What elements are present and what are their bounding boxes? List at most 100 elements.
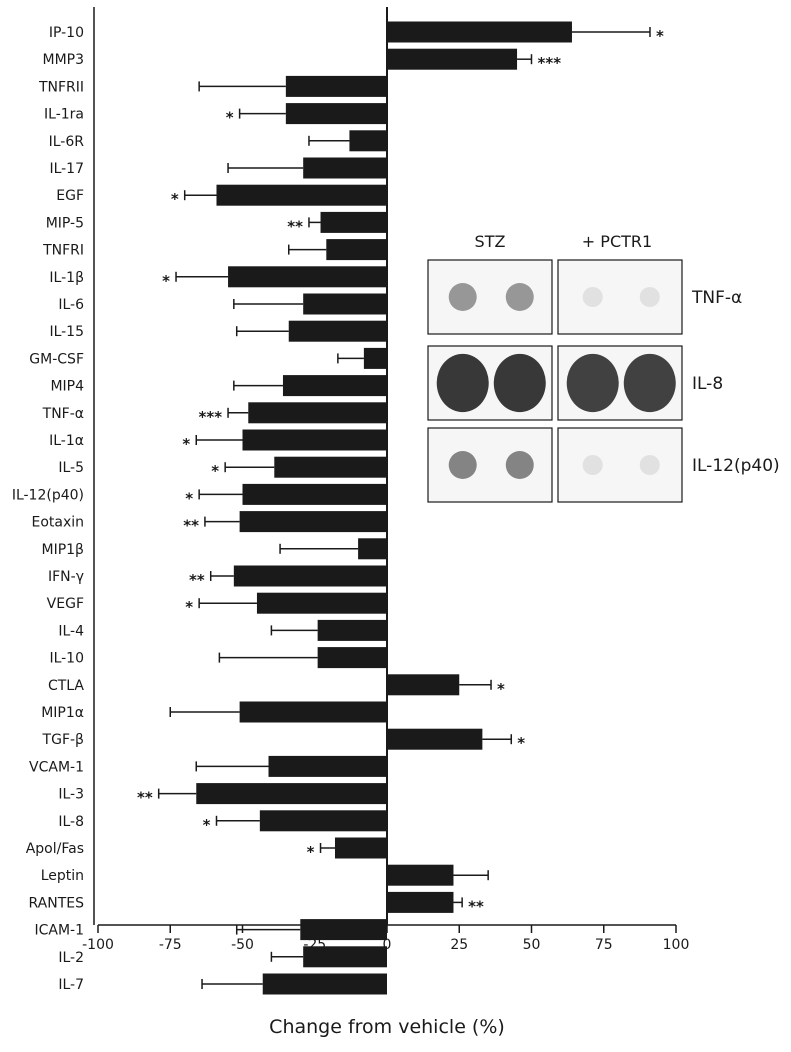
category-label-14: TNF-α [42, 406, 84, 422]
bar-24 [387, 674, 460, 696]
bar-20 [233, 565, 387, 587]
category-label-12: GM-CSF [29, 351, 84, 367]
category-label-1: MMP3 [42, 52, 84, 68]
significance-label-1: *** [538, 54, 562, 72]
bar-13 [282, 375, 387, 397]
significance-label-14: *** [199, 408, 223, 426]
category-label-6: EGF [56, 188, 84, 204]
category-label-21: VEGF [47, 596, 84, 612]
bar-31 [387, 864, 454, 886]
category-label-8: TNFRI [42, 243, 84, 259]
category-label-30: Apol/Fas [26, 841, 84, 857]
x-tick-label-6: 50 [523, 937, 541, 953]
category-label-35: IL-7 [58, 977, 84, 993]
category-label-11: IL-15 [49, 324, 84, 340]
significance-label-3: * [226, 109, 234, 127]
category-label-24: CTLA [48, 678, 84, 694]
bar-5 [303, 157, 387, 179]
inset-spot-2-1-1 [639, 455, 660, 475]
category-label-23: IL-10 [49, 651, 84, 667]
category-label-18: Eotaxin [31, 515, 84, 531]
bar-0 [387, 21, 572, 43]
bar-29 [259, 810, 387, 832]
category-label-0: IP-10 [49, 25, 84, 41]
bar-6 [216, 184, 387, 206]
inset-panel-0-1 [557, 259, 683, 335]
inset-spot-1-1-0 [566, 353, 619, 413]
significance-label-9: * [162, 272, 170, 290]
bar-1 [387, 48, 518, 70]
bar-35 [262, 973, 387, 995]
category-label-5: IL-17 [49, 161, 84, 177]
x-axis: -100 -75 -50 -25 0 25 50 75 100 Change from vehic… [82, 7, 689, 1038]
significance-label-24: * [497, 680, 505, 698]
x-tick-label-4: 0 [383, 937, 392, 953]
bar-7 [320, 211, 387, 233]
significance-label-16: * [211, 462, 219, 480]
bar-21 [256, 592, 387, 614]
significance-label-7: ** [287, 217, 303, 235]
bar-18 [239, 511, 387, 533]
category-label-28: IL-3 [58, 787, 84, 803]
category-label-15: IL-1α [49, 433, 84, 449]
bar-11 [288, 320, 387, 342]
bar-23 [317, 647, 387, 669]
bar-30 [334, 837, 387, 859]
inset-panel-2-1 [557, 427, 683, 503]
inset-row-label-0: TNF-α [691, 288, 742, 308]
significance-label-18: ** [183, 517, 199, 535]
significance-label-32: ** [468, 897, 484, 915]
inset-row-label-2: IL-12(p40) [692, 456, 780, 476]
category-label-25: MIP1α [41, 705, 84, 721]
significance-label-28: ** [137, 789, 153, 807]
inset-row-label-1: IL-8 [692, 374, 723, 394]
bar-16 [274, 456, 387, 478]
category-label-27: VCAM-1 [29, 759, 84, 775]
category-label-3: IL-1ra [44, 107, 84, 123]
bar-9 [228, 266, 387, 288]
category-label-32: RANTES [29, 895, 85, 911]
x-axis-title: Change from vehicle (%) [269, 1016, 505, 1038]
bar-22 [317, 619, 387, 641]
bars-layer [157, 21, 651, 995]
inset-spot-0-0-1 [505, 283, 534, 311]
bar-34 [303, 946, 387, 968]
bar-32 [387, 891, 454, 913]
bar-15 [242, 429, 387, 451]
significance-label-15: * [182, 435, 190, 453]
significance-label-6: * [171, 190, 179, 208]
category-label-17: IL-12(p40) [12, 487, 84, 503]
x-tick-label-1: -75 [159, 937, 182, 953]
significance-label-29: * [203, 816, 211, 834]
inset-spot-2-0-0 [448, 451, 477, 479]
x-tick-label-8: 100 [663, 937, 690, 953]
inset-spot-0-1-0 [582, 287, 603, 307]
bar-3 [285, 103, 387, 125]
category-label-2: TNFRII [38, 79, 84, 95]
inset-spot-2-1-0 [582, 455, 603, 475]
category-label-16: IL-5 [58, 460, 84, 476]
category-label-7: MIP-5 [46, 215, 84, 231]
inset-spot-2-0-1 [505, 451, 534, 479]
bar-25 [239, 701, 387, 723]
inset-spot-1-0-1 [493, 353, 546, 413]
inset-column-header-0: STZ [475, 232, 506, 251]
inset-spot-1-0-0 [436, 353, 489, 413]
dot-blot-inset: STZ + PCTR1 TNF-α IL-8 IL-12(p40) [427, 232, 780, 503]
category-label-4: IL-6R [49, 134, 85, 150]
significance-label-30: * [307, 843, 315, 861]
bar-4 [349, 130, 387, 152]
bar-2 [285, 75, 387, 97]
inset-spot-0-1-1 [639, 287, 660, 307]
category-label-22: IL-4 [58, 623, 84, 639]
significance-label-21: * [185, 598, 193, 616]
bar-17 [242, 483, 387, 505]
significance-label-17: * [185, 489, 193, 507]
significance-label-0: * [656, 27, 664, 45]
x-tick-label-3: -25 [303, 937, 326, 953]
category-label-31: Leptin [41, 868, 84, 884]
bar-10 [303, 293, 387, 315]
